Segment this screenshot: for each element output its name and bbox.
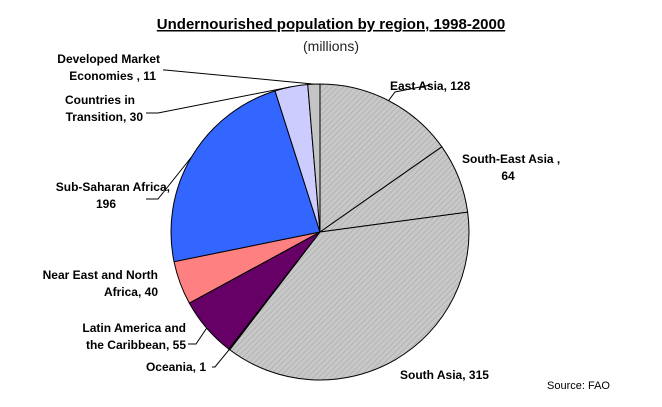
slice-label-south-east-asia: South-East Asia , [462, 152, 560, 166]
leader-line-latin-america-caribbean [188, 327, 208, 345]
slice-label-near-east-north-africa: Africa, 40 [104, 285, 158, 299]
slice-label-east-asia: East Asia, 128 [390, 79, 471, 93]
slice-label-countries-in-transition: Transition, 30 [66, 110, 144, 124]
leader-line-countries-in-transition [146, 86, 292, 114]
leader-line-oceania [212, 349, 230, 368]
leader-line-sub-saharan-africa [146, 156, 192, 200]
slice-label-latin-america-caribbean: Latin America and [82, 321, 186, 335]
slice-label-oceania: Oceania, 1 [146, 360, 206, 374]
slice-label-developed-market-economies: Economies , 11 [69, 69, 156, 83]
pie-slice-east-asia [319, 83, 443, 233]
slice-label-south-asia: South Asia, 315 [400, 368, 489, 382]
slice-label-developed-market-economies: Developed Market [57, 52, 160, 66]
slice-label-sub-saharan-africa: 196 [96, 197, 116, 211]
slice-label-sub-saharan-africa: Sub-Saharan Africa, [56, 180, 170, 194]
leader-line-east-asia [388, 84, 431, 101]
slice-labels: East Asia, 128 South-East Asia , 64 South A… [43, 52, 561, 382]
slice-label-near-east-north-africa: Near East and North [43, 268, 158, 282]
chart-title: Undernourished population by region, 199… [157, 16, 505, 33]
pie-slice-south-asia [229, 211, 470, 381]
source-note: Source: FAO [547, 380, 610, 392]
slice-label-south-east-asia: 64 [501, 169, 515, 183]
pie-slices [170, 83, 470, 381]
chart-subtitle: (millions) [303, 38, 359, 54]
leader-line-developed-market-economies [163, 69, 314, 85]
slice-label-latin-america-caribbean: the Caribbean, 55 [86, 338, 186, 352]
leader-lines [146, 69, 431, 368]
slice-label-countries-in-transition: Countries in [65, 93, 135, 107]
